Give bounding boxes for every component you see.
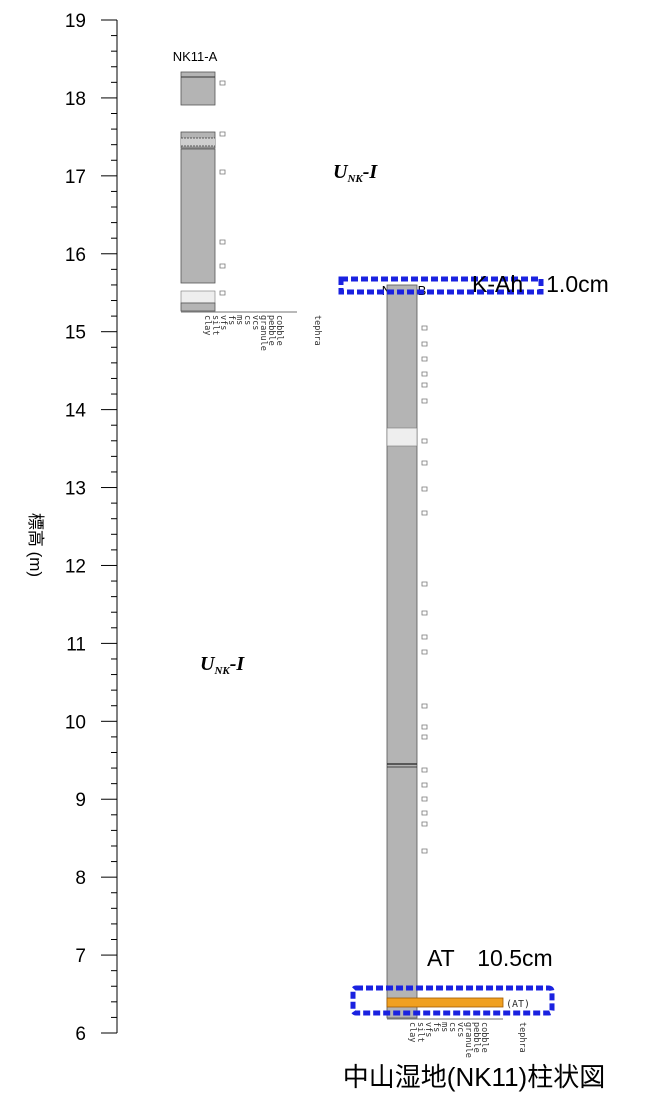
unit-label-upper: UNK-I bbox=[333, 161, 378, 185]
axis-tick-label: 6 bbox=[75, 1024, 86, 1045]
grain-size-label: cs bbox=[242, 315, 252, 325]
sample-marker bbox=[421, 356, 428, 362]
column-title: NK11-A bbox=[173, 49, 218, 64]
axis-tick-label: 13 bbox=[65, 479, 86, 500]
sample-marker bbox=[421, 634, 428, 640]
sample-marker bbox=[421, 438, 428, 444]
at-highlight-box bbox=[350, 985, 555, 1016]
sample-marker bbox=[421, 734, 428, 740]
grain-size-label: ms bbox=[234, 315, 244, 325]
sample-marker bbox=[421, 581, 428, 587]
grain-size-label: vfs bbox=[423, 1022, 433, 1037]
grain-size-label: clay bbox=[202, 315, 212, 335]
sample-marker bbox=[219, 239, 226, 245]
unit-label: UNK-I bbox=[200, 653, 245, 677]
axis-tick-label: 17 bbox=[65, 167, 86, 188]
grain-size-label: tephra bbox=[517, 1022, 527, 1053]
sample-marker bbox=[421, 371, 428, 377]
grain-size-label: vfs bbox=[218, 315, 228, 330]
grain-size-label: vcs bbox=[455, 1022, 465, 1037]
grain-size-label: cobble bbox=[274, 315, 284, 346]
grain-size-label: vcs bbox=[250, 315, 260, 330]
sample-markers bbox=[421, 325, 428, 854]
gravel-layer bbox=[181, 138, 215, 146]
unit-label-lower: UNK-I bbox=[200, 653, 245, 677]
sample-markers bbox=[219, 80, 226, 296]
column-nk11-b: NK11-B (AT) claysiltvfsfsmscsvcsgranulep… bbox=[382, 283, 530, 1058]
axis-tick-label: 12 bbox=[65, 556, 86, 577]
unit-label: UNK-I bbox=[333, 161, 378, 185]
light-layer bbox=[180, 290, 216, 304]
column-nk11-a: NK11-A claysiltvfsfsmscsvcsgranulepebble… bbox=[173, 49, 322, 351]
axis-tick-label: 10 bbox=[65, 712, 86, 733]
grain-size-label: fs bbox=[226, 315, 236, 325]
elevation-axis: 19 18 17 16 15 14 13 12 11 10 9 8 7 6 標高 (m) bbox=[26, 11, 118, 1045]
sample-marker bbox=[421, 848, 428, 854]
sample-marker bbox=[421, 821, 428, 827]
axis-tick-label: 9 bbox=[75, 790, 86, 811]
sample-marker bbox=[421, 767, 428, 773]
grain-size-label: pebble bbox=[471, 1022, 481, 1053]
grain-size-label: silt bbox=[210, 315, 220, 335]
grain-size-label: silt bbox=[415, 1022, 425, 1042]
axis-tick-label: 11 bbox=[66, 634, 86, 655]
axis-major-ticks bbox=[101, 19, 117, 1034]
sample-marker bbox=[421, 703, 428, 709]
axis-tick-label: 7 bbox=[75, 946, 86, 967]
at-tephra-layer bbox=[386, 997, 504, 1008]
sample-marker bbox=[421, 510, 428, 516]
sample-marker bbox=[421, 460, 428, 466]
sediment-layer bbox=[180, 148, 216, 284]
grain-size-label: fs bbox=[431, 1022, 441, 1032]
figure-caption: 中山湿地(NK11)柱状図 bbox=[343, 1062, 605, 1092]
light-layer bbox=[386, 427, 418, 447]
axis-tick-label: 19 bbox=[65, 11, 86, 32]
at-tephra-tag: (AT) bbox=[506, 999, 530, 1010]
grain-size-label: cobble bbox=[479, 1022, 489, 1053]
sediment-layer bbox=[386, 284, 418, 1019]
axis-tick-label: 16 bbox=[65, 245, 86, 266]
sample-marker bbox=[421, 782, 428, 788]
sample-marker bbox=[219, 80, 226, 86]
grain-size-label: pebble bbox=[266, 315, 276, 346]
sample-marker bbox=[421, 398, 428, 404]
kah-highlight-box bbox=[338, 276, 544, 295]
sample-marker bbox=[219, 131, 226, 137]
axis-title: 標高 (m) bbox=[26, 513, 45, 577]
grain-size-label: granule bbox=[258, 315, 268, 351]
sample-marker bbox=[219, 290, 226, 296]
axis-tick-labels: 19 18 17 16 15 14 13 12 11 10 9 8 7 6 bbox=[65, 11, 87, 1045]
sample-marker bbox=[421, 796, 428, 802]
grain-size-label: ms bbox=[439, 1022, 449, 1032]
sample-marker bbox=[421, 810, 428, 816]
grain-size-label: cs bbox=[447, 1022, 457, 1032]
sample-marker bbox=[421, 382, 428, 388]
grain-size-label: granule bbox=[463, 1022, 473, 1058]
sample-marker bbox=[421, 610, 428, 616]
axis-tick-label: 18 bbox=[65, 89, 86, 110]
axis-minor-ticks bbox=[111, 35, 117, 1018]
sample-marker bbox=[421, 486, 428, 492]
axis-tick-label: 15 bbox=[65, 323, 86, 344]
axis-tick-label: 14 bbox=[65, 401, 87, 422]
kah-annotation: K-Ah 1.0cm bbox=[472, 271, 609, 297]
sample-marker bbox=[421, 649, 428, 655]
grain-size-label: tephra bbox=[312, 315, 322, 346]
sediment-layer bbox=[180, 302, 216, 312]
sample-marker bbox=[421, 341, 428, 347]
at-annotation: AT 10.5cm bbox=[427, 945, 553, 971]
sample-marker bbox=[219, 169, 226, 175]
sample-marker bbox=[219, 263, 226, 269]
sample-marker bbox=[421, 325, 428, 331]
axis-tick-label: 8 bbox=[75, 868, 86, 889]
grain-size-label: clay bbox=[407, 1022, 417, 1042]
sample-marker bbox=[421, 724, 428, 730]
